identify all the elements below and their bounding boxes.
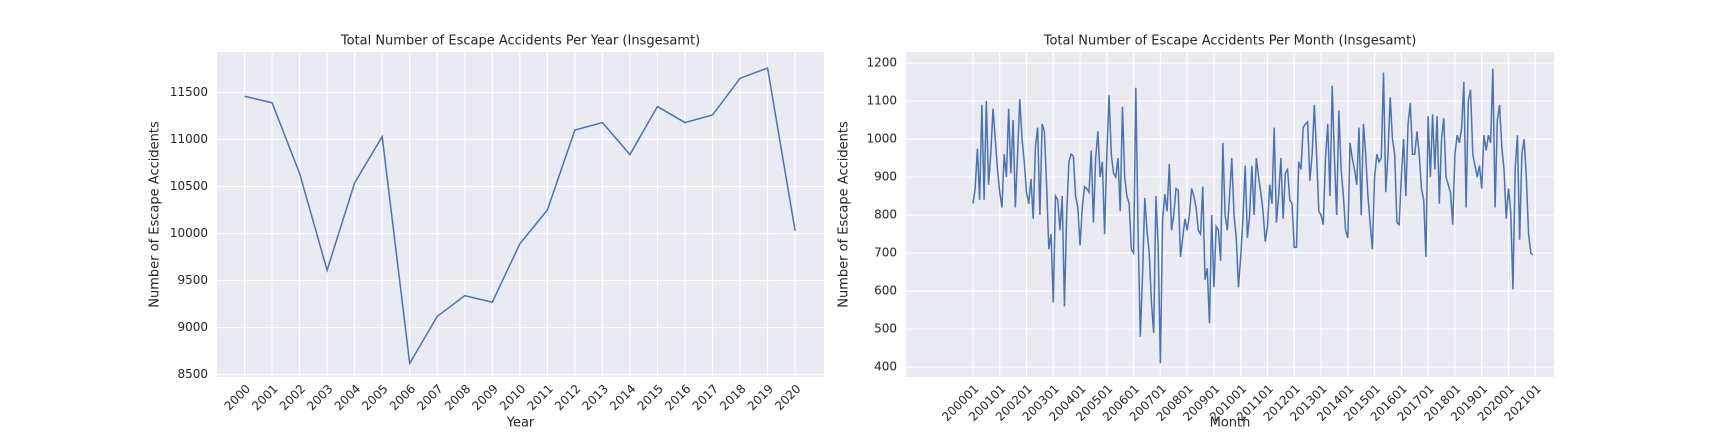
y-tick-label: 800 xyxy=(874,208,897,222)
y-tick-label: 1100 xyxy=(866,94,897,108)
subplot: Total Number of Escape Accidents Per Mon… xyxy=(837,34,1554,431)
x-tick-label: 2013 xyxy=(579,382,610,413)
x-tick-label: 2012 xyxy=(552,382,583,413)
chart-title: Total Number of Escape Accidents Per Mon… xyxy=(1043,34,1417,49)
y-tick-label: 1000 xyxy=(866,132,897,146)
x-axis-label: Month xyxy=(1210,416,1251,431)
x-tick-label: 2005 xyxy=(359,382,390,413)
y-axis-label: Number of Escape Accidents xyxy=(148,121,163,308)
x-tick-label: 2009 xyxy=(469,382,500,413)
y-tick-label: 400 xyxy=(874,360,897,374)
y-tick-label: 900 xyxy=(874,170,897,184)
subplot: Total Number of Escape Accidents Per Yea… xyxy=(148,34,824,431)
y-tick-label: 11000 xyxy=(170,132,208,146)
x-tick-label: 2017 xyxy=(690,382,721,413)
y-tick-label: 9000 xyxy=(177,320,208,334)
x-tick-label: 2020 xyxy=(772,382,803,413)
y-tick-label: 500 xyxy=(874,322,897,336)
x-tick-label: 2010 xyxy=(497,382,528,413)
x-tick-label: 2004 xyxy=(332,382,363,413)
x-tick-label: 2000 xyxy=(222,382,253,413)
plot-area xyxy=(217,52,824,377)
x-tick-label: 2008 xyxy=(442,382,473,413)
y-tick-label: 11500 xyxy=(170,85,208,99)
x-tick-label: 2001 xyxy=(249,382,280,413)
x-tick-label: 2018 xyxy=(717,382,748,413)
y-tick-label: 8500 xyxy=(177,367,208,381)
x-tick-label: 2003 xyxy=(304,382,335,413)
y-tick-label: 9500 xyxy=(177,273,208,287)
x-axis-label: Year xyxy=(506,416,535,431)
y-tick-label: 10000 xyxy=(170,226,208,240)
data-line xyxy=(972,68,1534,364)
x-tick-label: 2015 xyxy=(635,382,666,413)
y-axis-label: Number of Escape Accidents xyxy=(837,121,852,308)
x-tick-label: 2002 xyxy=(277,382,308,413)
x-tick-label: 2014 xyxy=(607,382,638,413)
x-tick-label: 2016 xyxy=(662,382,693,413)
x-tick-label: 2011 xyxy=(524,382,555,413)
data-line xyxy=(244,66,796,366)
plot-area xyxy=(906,52,1554,377)
y-tick-label: 600 xyxy=(874,284,897,298)
y-tick-label: 10500 xyxy=(170,179,208,193)
y-tick-label: 1200 xyxy=(866,56,897,70)
chart-title: Total Number of Escape Accidents Per Yea… xyxy=(340,34,700,49)
y-tick-label: 700 xyxy=(874,246,897,260)
x-tick-label: 2019 xyxy=(745,382,776,413)
x-tick-label: 2006 xyxy=(387,382,418,413)
x-tick-label: 2007 xyxy=(414,382,445,413)
